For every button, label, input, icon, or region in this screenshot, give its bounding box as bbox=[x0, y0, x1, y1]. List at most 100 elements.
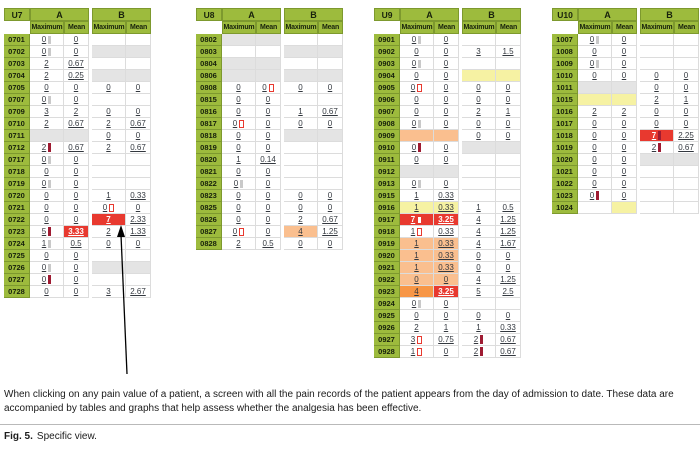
pain-value-link[interactable]: 1 bbox=[505, 106, 511, 116]
pain-value-link[interactable]: 0 bbox=[414, 106, 419, 116]
pain-value-link[interactable]: 1 bbox=[106, 190, 111, 200]
pain-value-link[interactable]: 2 bbox=[651, 142, 657, 152]
pain-value-link[interactable]: 0 bbox=[327, 118, 333, 128]
pain-value-link[interactable]: 0 bbox=[443, 310, 449, 320]
pain-value-link[interactable]: 0.33 bbox=[438, 190, 454, 200]
pain-value-link[interactable]: 0 bbox=[73, 250, 79, 260]
pain-value-link[interactable]: 0 bbox=[411, 58, 417, 68]
pain-value-link[interactable]: 0 bbox=[236, 190, 241, 200]
pain-value-link[interactable]: 0 bbox=[73, 94, 79, 104]
pain-value-link[interactable]: 4 bbox=[476, 238, 481, 248]
pain-value-link[interactable]: 0 bbox=[443, 70, 449, 80]
pain-value-link[interactable]: 1 bbox=[41, 238, 47, 248]
pain-value-link[interactable]: 2.25 bbox=[678, 130, 694, 140]
pain-value-link[interactable]: 2 bbox=[44, 70, 49, 80]
pain-value-link[interactable]: 0 bbox=[476, 262, 481, 272]
pain-value-link[interactable]: 0.67 bbox=[678, 142, 694, 152]
pain-value-link[interactable]: 0 bbox=[505, 118, 511, 128]
pain-value-link[interactable]: 0.5 bbox=[262, 238, 274, 248]
pain-value-link[interactable]: 0 bbox=[236, 214, 241, 224]
pain-value-link[interactable]: 7 bbox=[410, 214, 416, 224]
pain-value-link[interactable]: 0 bbox=[443, 274, 449, 284]
pain-value-link[interactable]: 2 bbox=[236, 238, 241, 248]
pain-value-link[interactable]: 0 bbox=[621, 178, 627, 188]
pain-value-link[interactable]: 2 bbox=[106, 142, 111, 152]
pain-value-link[interactable]: 0 bbox=[232, 118, 238, 128]
pain-value-link[interactable]: 2 bbox=[654, 94, 659, 104]
pain-value-link[interactable]: 2 bbox=[476, 106, 481, 116]
pain-value-link[interactable]: 0 bbox=[106, 82, 111, 92]
pain-value-link[interactable]: 0.67 bbox=[68, 58, 84, 68]
pain-value-link[interactable]: 1 bbox=[414, 262, 419, 272]
pain-value-link[interactable]: 0 bbox=[73, 262, 79, 272]
pain-value-link[interactable]: 0 bbox=[327, 238, 333, 248]
pain-value-link[interactable]: 0 bbox=[236, 142, 241, 152]
pain-value-link[interactable]: 0 bbox=[73, 166, 79, 176]
pain-value-link[interactable]: 0.67 bbox=[130, 142, 146, 152]
pain-value-link[interactable]: 0 bbox=[411, 118, 417, 128]
pain-value-link[interactable]: 0 bbox=[410, 82, 416, 92]
pain-value-link[interactable]: 0.33 bbox=[438, 250, 454, 260]
pain-value-link[interactable]: 0 bbox=[73, 154, 79, 164]
pain-value-link[interactable]: 5 bbox=[476, 286, 481, 296]
pain-value-link[interactable]: 0 bbox=[41, 178, 47, 188]
pain-value-link[interactable]: 0 bbox=[621, 154, 627, 164]
pain-value-link[interactable]: 0 bbox=[592, 130, 597, 140]
pain-value-link[interactable]: 0 bbox=[265, 130, 271, 140]
pain-value-link[interactable]: 0 bbox=[265, 190, 271, 200]
pain-value-link[interactable]: 0 bbox=[41, 34, 47, 44]
pain-value-link[interactable]: 0 bbox=[592, 166, 597, 176]
pain-value-link[interactable]: 0.25 bbox=[68, 70, 84, 80]
pain-value-link[interactable]: 2 bbox=[592, 106, 597, 116]
pain-value-link[interactable]: 0 bbox=[683, 106, 689, 116]
pain-value-link[interactable]: 1.25 bbox=[322, 226, 338, 236]
pain-value-link[interactable]: 0 bbox=[298, 202, 303, 212]
pain-value-link[interactable]: 0.75 bbox=[438, 334, 454, 344]
pain-value-link[interactable]: 0.33 bbox=[438, 262, 454, 272]
pain-value-link[interactable]: 0 bbox=[41, 154, 47, 164]
pain-value-link[interactable]: 0.33 bbox=[500, 322, 516, 332]
pain-value-link[interactable]: 2.67 bbox=[130, 286, 146, 296]
pain-value-link[interactable]: 0 bbox=[73, 202, 79, 212]
pain-value-link[interactable]: 1 bbox=[443, 322, 449, 332]
pain-value-link[interactable]: 0 bbox=[236, 130, 241, 140]
pain-value-link[interactable]: 0.33 bbox=[438, 238, 454, 248]
pain-value-link[interactable]: 0 bbox=[476, 310, 481, 320]
pain-value-link[interactable]: 4 bbox=[476, 274, 481, 284]
pain-value-link[interactable]: 0 bbox=[414, 274, 419, 284]
pain-value-link[interactable]: 1 bbox=[414, 190, 419, 200]
pain-value-link[interactable]: 3 bbox=[410, 334, 416, 344]
pain-value-link[interactable]: 0 bbox=[44, 190, 49, 200]
pain-value-link[interactable]: 0 bbox=[41, 94, 47, 104]
pain-value-link[interactable]: 0 bbox=[411, 142, 417, 152]
pain-value-link[interactable]: 0.33 bbox=[438, 202, 454, 212]
pain-value-link[interactable]: 0 bbox=[443, 94, 449, 104]
pain-value-link[interactable]: 0 bbox=[476, 118, 481, 128]
pain-value-link[interactable]: 0.33 bbox=[130, 190, 146, 200]
pain-value-link[interactable]: 2 bbox=[44, 118, 49, 128]
pain-value-link[interactable]: 0 bbox=[443, 178, 449, 188]
pain-value-link[interactable]: 0 bbox=[44, 250, 49, 260]
pain-value-link[interactable]: 0 bbox=[44, 214, 49, 224]
pain-value-link[interactable]: 0 bbox=[505, 310, 511, 320]
pain-value-link[interactable]: 2 bbox=[473, 346, 479, 356]
pain-value-link[interactable]: 0 bbox=[41, 46, 47, 56]
pain-value-link[interactable]: 0.5 bbox=[502, 202, 514, 212]
pain-value-link[interactable]: 0 bbox=[102, 202, 108, 212]
pain-value-link[interactable]: 5 bbox=[41, 226, 47, 236]
pain-value-link[interactable]: 0 bbox=[265, 214, 271, 224]
pain-value-link[interactable]: 2 bbox=[473, 334, 479, 344]
pain-value-link[interactable]: 1.25 bbox=[500, 214, 516, 224]
pain-value-link[interactable]: 0.67 bbox=[322, 106, 338, 116]
pain-value-link[interactable]: 0 bbox=[298, 238, 303, 248]
pain-value-link[interactable]: 0 bbox=[683, 118, 689, 128]
pain-value-link[interactable]: 0 bbox=[135, 82, 141, 92]
pain-value-link[interactable]: 0 bbox=[443, 82, 449, 92]
pain-value-link[interactable]: 0.67 bbox=[130, 118, 146, 128]
pain-value-link[interactable]: 0.67 bbox=[500, 346, 516, 356]
pain-value-link[interactable]: 0 bbox=[505, 250, 511, 260]
pain-value-link[interactable]: 3 bbox=[476, 46, 481, 56]
pain-value-link[interactable]: 0 bbox=[505, 82, 511, 92]
pain-value-link[interactable]: 0 bbox=[654, 118, 659, 128]
pain-value-link[interactable]: 3.25 bbox=[438, 286, 454, 296]
